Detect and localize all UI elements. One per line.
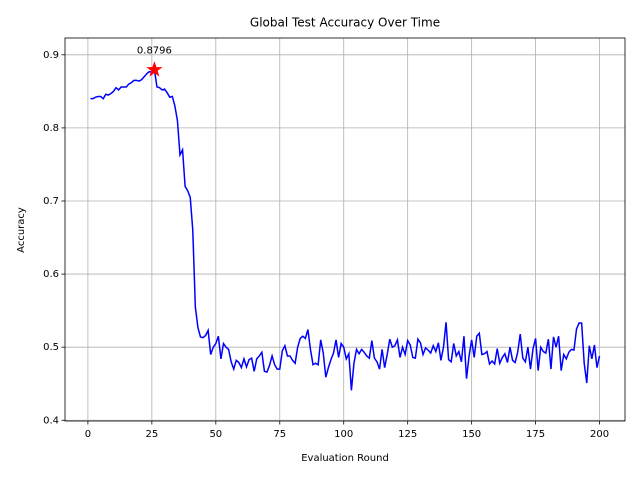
y-tick-label: 0.7 bbox=[43, 196, 59, 207]
y-tick-label: 0.5 bbox=[43, 342, 59, 353]
data-line bbox=[90, 68, 601, 391]
highlight-label: 0.8796 bbox=[137, 46, 172, 57]
x-tick-label: 175 bbox=[526, 429, 545, 440]
x-axis-label: Evaluation Round bbox=[301, 453, 389, 464]
x-tick-label: 200 bbox=[590, 429, 609, 440]
y-tick-label: 0.4 bbox=[43, 415, 59, 426]
x-tick-label: 150 bbox=[462, 429, 481, 440]
x-tick-label: 50 bbox=[209, 429, 222, 440]
chart-title: Global Test Accuracy Over Time bbox=[250, 16, 440, 30]
plot-frame bbox=[64, 37, 626, 422]
y-tick-label: 0.8 bbox=[43, 123, 59, 134]
x-tick-label: 0 bbox=[85, 429, 91, 440]
y-tick-label: 0.9 bbox=[43, 50, 59, 61]
x-tick-label: 75 bbox=[273, 429, 286, 440]
highlight-star bbox=[146, 61, 163, 77]
y-tick-label: 0.6 bbox=[43, 269, 59, 280]
y-axis-label: Accuracy bbox=[16, 207, 27, 253]
x-tick-label: 25 bbox=[145, 429, 158, 440]
x-tick-label: 100 bbox=[334, 429, 353, 440]
x-tick-label: 125 bbox=[398, 429, 417, 440]
